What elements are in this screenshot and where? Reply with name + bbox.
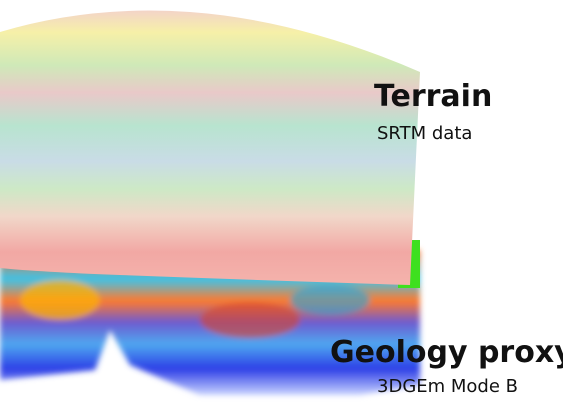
label-title: Geology proxy (330, 335, 563, 370)
terrain-surface (0, 10, 420, 285)
label-subtitle: 3DGEm Mode B (377, 376, 518, 397)
label-subtitle: SRTM data (377, 123, 472, 144)
label-title: Terrain (374, 79, 492, 114)
geology-block (0, 250, 420, 395)
